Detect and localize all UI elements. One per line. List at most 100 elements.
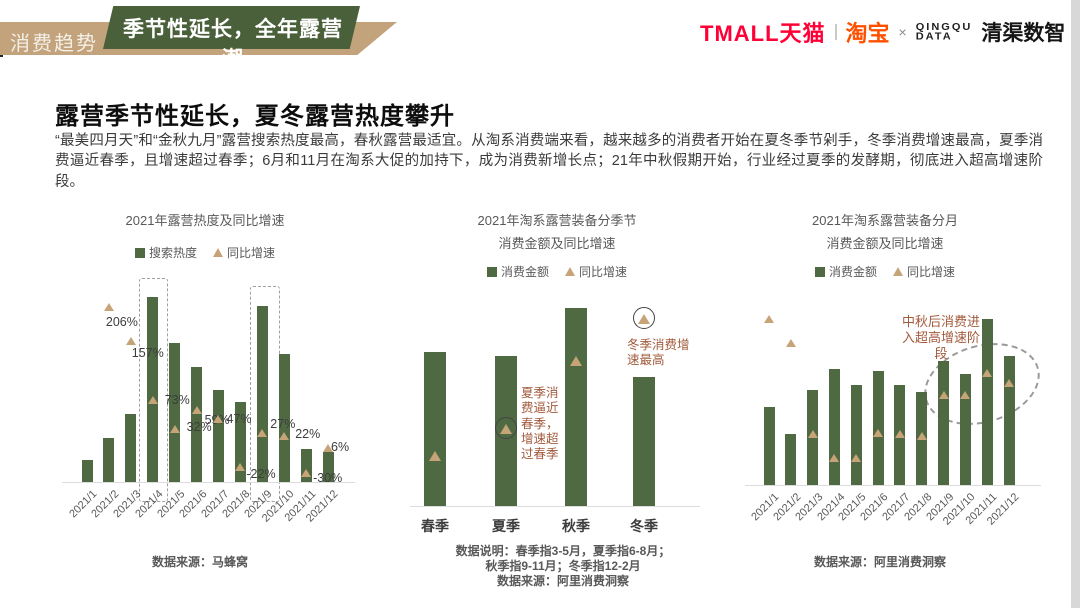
chart3-legend: 消费金额 同比增速 xyxy=(735,263,1035,280)
growth-value-label: 157% xyxy=(131,346,164,361)
growth-value-label: 6% xyxy=(331,439,350,454)
bar xyxy=(981,319,993,485)
growth-value-label: -22% xyxy=(246,467,276,482)
growth-marker xyxy=(894,430,905,439)
intro-paragraph: “最美四月天”和“金秋九月”露营搜索热度最高，春秋露营最适宜。从淘系消费端来看，… xyxy=(55,133,1043,190)
qingqu-line1: QINGQU xyxy=(915,21,973,33)
section-tag: 消费趋势 xyxy=(10,33,98,55)
bar xyxy=(850,385,862,485)
bar xyxy=(81,459,93,482)
triangle-swatch-icon xyxy=(213,248,223,257)
x-tick-label: 春季 xyxy=(421,518,449,534)
bar xyxy=(1003,355,1015,485)
growth-marker xyxy=(851,454,862,462)
chart1-legend-growth-label: 同比增速 xyxy=(227,246,276,260)
growth-marker xyxy=(785,338,796,347)
bar xyxy=(256,306,268,483)
plot-seasonal-spend: 夏季消费逼近春季，增速超过春季 冬季消费增速最高 春季 夏季 秋季 冬季 xyxy=(400,300,730,540)
growth-marker xyxy=(301,468,312,477)
chart2-title-line2: 消费金额及同比增速 xyxy=(498,236,616,251)
growth-marker xyxy=(235,463,246,472)
growth-value-label: 73% xyxy=(164,392,190,407)
growth-marker xyxy=(429,451,441,462)
x-tick-label: 冬季 xyxy=(630,518,658,534)
page-title: 露营季节性延长，夏冬露营热度攀升 xyxy=(55,103,455,130)
annotation-summer: 夏季消费逼近春季，增速超过春季 xyxy=(521,386,559,461)
chart3-title-line1: 2021年淘系露营装备分月 xyxy=(812,213,958,228)
bar xyxy=(169,343,181,483)
chart2-title-line1: 2021年淘系露营装备分季节 xyxy=(477,213,637,228)
growth-marker xyxy=(982,369,993,378)
growth-value-label: 27% xyxy=(270,416,296,431)
chart2-source: 数据来源：阿里消费洞察 xyxy=(496,574,629,588)
bar xyxy=(872,370,884,485)
bar xyxy=(424,351,446,506)
triangle-swatch-icon xyxy=(565,267,575,276)
bar xyxy=(300,448,312,482)
x-axis xyxy=(410,506,700,507)
chart1-title: 2021年露营热度及同比增速 xyxy=(125,213,285,228)
growth-value-label: 32% xyxy=(186,420,212,435)
chart2-note-line2: 秋季指9-11月；冬季指12-2月 xyxy=(485,559,641,573)
bar xyxy=(103,437,115,482)
logo-separator xyxy=(834,24,837,40)
growth-marker xyxy=(829,454,840,462)
qingqu-line2: DATA xyxy=(915,31,953,43)
x-tick-label: 夏季 xyxy=(492,518,520,534)
growth-marker xyxy=(916,431,927,440)
window-edge-strip xyxy=(1071,0,1080,608)
bar xyxy=(938,360,950,485)
chart1-legend-bars: 搜索热度 xyxy=(134,244,197,261)
bar xyxy=(829,368,840,485)
growth-marker xyxy=(1004,378,1015,387)
bar-swatch-icon xyxy=(134,247,145,258)
growth-value-label: 22% xyxy=(295,427,321,442)
bar xyxy=(191,367,203,482)
growth-value-label: 47% xyxy=(226,411,252,426)
qingqu-data-logo: QINGQU DATA xyxy=(915,21,973,43)
multiply-icon: × xyxy=(898,24,907,40)
growth-marker xyxy=(191,406,202,415)
tmall-logo: TMALL天猫 xyxy=(700,21,826,46)
growth-marker xyxy=(103,302,114,311)
bar xyxy=(147,297,159,482)
bar xyxy=(633,377,655,506)
chart2-legend: 消费金额 同比增速 xyxy=(407,263,707,280)
taobao-logo: 淘宝 xyxy=(845,21,890,46)
annotation-midautumn: 中秋后消费进入超高增速阶段 xyxy=(901,314,980,361)
annotation-winter: 冬季消费增速最高 xyxy=(627,338,690,368)
growth-marker xyxy=(125,337,136,346)
highlight-box-april xyxy=(139,278,168,502)
bar xyxy=(785,433,797,485)
growth-value-label: -30% xyxy=(313,470,343,485)
bar xyxy=(763,407,775,485)
bar-swatch-icon xyxy=(814,266,825,277)
growth-marker xyxy=(873,428,884,437)
growth-marker xyxy=(807,430,818,439)
ribbon-title: 季节性延长，全年露营潮 xyxy=(123,18,343,71)
chart3-source: 数据来源：阿里消费洞察 xyxy=(813,555,946,569)
ribbon-banner xyxy=(103,6,360,49)
bar xyxy=(278,354,290,482)
chart3-title-line2: 消费金额及同比增速 xyxy=(826,236,944,251)
plot-search-heat: 2021/1 2021/2 2021/3 2021/4 2021/5 2021/6 2021… xyxy=(62,270,362,550)
bar xyxy=(234,402,246,482)
chart3-legend-growth-label: 同比增速 xyxy=(907,265,956,279)
emphasis-circle-icon xyxy=(495,417,517,439)
bar xyxy=(213,389,224,482)
chart3-legend-bars-label: 消费金额 xyxy=(828,265,877,279)
bar xyxy=(959,373,971,485)
qingqu-brand-name: 清渠数智 xyxy=(981,22,1066,45)
chart1-legend: 搜索热度 同比增速 xyxy=(55,244,355,261)
growth-marker xyxy=(938,391,949,400)
chart1-legend-bars-label: 搜索热度 xyxy=(148,246,197,260)
growth-marker xyxy=(570,356,582,367)
emphasis-circle-icon xyxy=(633,307,655,329)
triangle-swatch-icon xyxy=(893,267,903,276)
bar xyxy=(125,413,137,483)
x-axis xyxy=(745,485,1041,486)
bar xyxy=(322,452,334,482)
chart2-legend-bars-label: 消费金额 xyxy=(500,265,549,279)
chart1-legend-growth: 同比增速 xyxy=(213,244,275,261)
